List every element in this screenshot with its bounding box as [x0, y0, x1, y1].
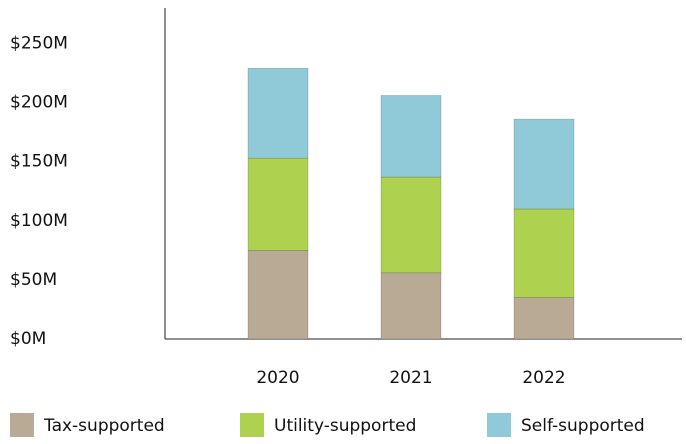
- bar-segment: [513, 118, 575, 210]
- legend-label: Tax-supported: [43, 416, 165, 436]
- bar-segment: [380, 95, 442, 178]
- bar-segment: [513, 297, 575, 340]
- legend-label: Utility-supported: [274, 416, 416, 436]
- x-tick-label: 2021: [389, 368, 432, 388]
- bar-segment: [380, 176, 442, 274]
- y-tick-label: $200M: [10, 93, 68, 113]
- bar-segment: [380, 272, 442, 340]
- x-tick-label: 2022: [522, 368, 565, 388]
- x-tick-label: 2020: [256, 368, 299, 388]
- y-tick-label: $0M: [10, 329, 46, 349]
- legend-label: Self-supported: [521, 416, 645, 436]
- y-tick-label: $250M: [10, 33, 68, 53]
- y-tick-label: $150M: [10, 152, 68, 172]
- bar-segment: [247, 250, 309, 340]
- bar-segment: [513, 208, 575, 298]
- bar-segment: [247, 157, 309, 251]
- y-tick-label: $100M: [10, 211, 68, 231]
- legend-swatch: [240, 413, 264, 437]
- bar-segment: [247, 67, 309, 159]
- legend-swatch: [487, 413, 511, 437]
- y-tick-label: $50M: [10, 270, 57, 290]
- legend-swatch: [10, 413, 34, 437]
